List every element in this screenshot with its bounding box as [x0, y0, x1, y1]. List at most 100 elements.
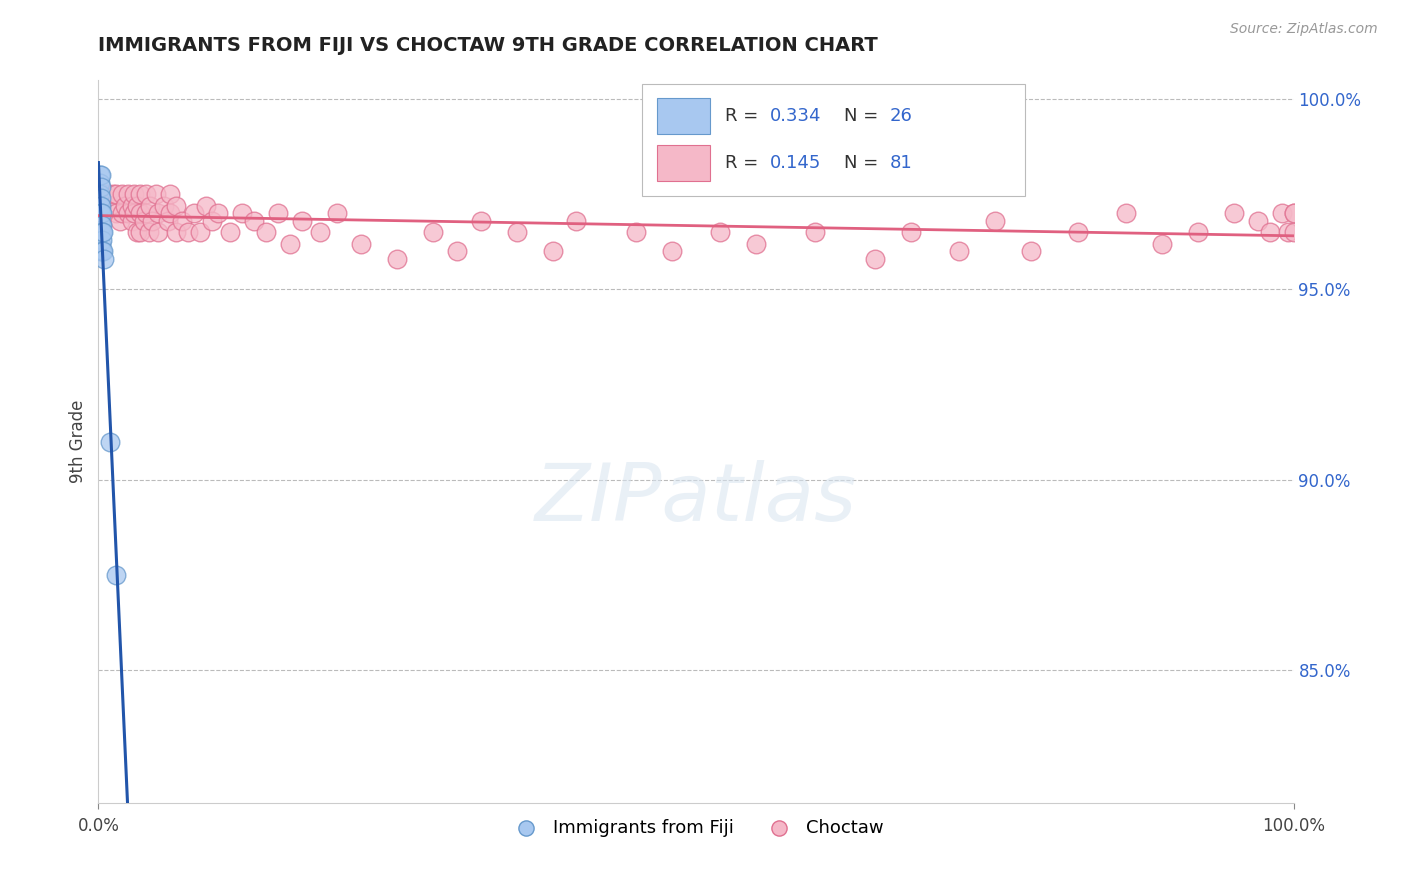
Point [1282, 226, 1305, 240]
Point [254, 226, 277, 240]
Point [101, 187, 124, 202]
Text: 0.334: 0.334 [770, 107, 821, 126]
Point [308, 226, 330, 240]
Point [138, 226, 160, 240]
Point [1282, 206, 1305, 220]
Point [1187, 226, 1209, 240]
Point [326, 206, 349, 220]
Point [470, 214, 492, 228]
Point [98, 199, 122, 213]
Point [89, 206, 111, 220]
Point [506, 226, 529, 240]
Point [111, 187, 134, 202]
Point [865, 252, 887, 266]
Point [129, 187, 152, 202]
Point [90, 169, 112, 183]
Point [661, 244, 683, 259]
Point [135, 187, 157, 202]
Point [565, 214, 588, 228]
Point [626, 226, 648, 240]
Point [1277, 226, 1299, 240]
Text: R =: R = [724, 154, 763, 172]
Point [117, 187, 139, 202]
Point [89, 187, 111, 202]
Point [90, 244, 112, 259]
Point [900, 226, 922, 240]
Point [278, 236, 301, 251]
Point [172, 214, 194, 228]
Point [385, 252, 409, 266]
Point [129, 226, 152, 240]
Point [291, 214, 314, 228]
Point [98, 434, 122, 449]
Text: Source: ZipAtlas.com: Source: ZipAtlas.com [1230, 22, 1378, 37]
Text: 26: 26 [890, 107, 912, 126]
Point [141, 214, 163, 228]
Point [165, 226, 187, 240]
FancyBboxPatch shape [657, 98, 710, 135]
Point [90, 226, 112, 240]
Point [139, 199, 162, 213]
Text: ZIPatlas: ZIPatlas [534, 460, 858, 539]
Point [91, 233, 114, 247]
Text: R =: R = [724, 107, 763, 126]
Point [125, 199, 148, 213]
Point [183, 206, 205, 220]
Legend: Immigrants from Fiji, Choctaw: Immigrants from Fiji, Choctaw [501, 812, 891, 845]
Point [90, 191, 112, 205]
Point [804, 226, 827, 240]
Point [89, 176, 111, 190]
Point [89, 214, 111, 228]
Point [188, 226, 211, 240]
Point [121, 214, 143, 228]
Point [91, 206, 114, 220]
Point [1223, 206, 1246, 220]
Point [91, 226, 114, 240]
Point [121, 199, 143, 213]
FancyBboxPatch shape [657, 145, 710, 181]
Y-axis label: 9th Grade: 9th Grade [69, 400, 87, 483]
Point [93, 252, 115, 266]
Point [1258, 226, 1281, 240]
Point [350, 236, 373, 251]
Text: 0.145: 0.145 [770, 154, 821, 172]
Point [422, 226, 444, 240]
Point [111, 206, 134, 220]
Point [90, 199, 112, 213]
Text: N =: N = [844, 154, 884, 172]
Point [90, 179, 112, 194]
Point [267, 206, 290, 220]
Point [124, 187, 146, 202]
Point [984, 214, 1007, 228]
FancyBboxPatch shape [643, 84, 1025, 196]
Point [207, 206, 229, 220]
Point [135, 206, 157, 220]
Point [159, 187, 181, 202]
Point [90, 206, 112, 220]
Point [1115, 206, 1137, 220]
Point [177, 226, 200, 240]
Point [446, 244, 468, 259]
Point [89, 169, 111, 183]
Point [91, 244, 114, 259]
Point [948, 244, 970, 259]
Point [91, 218, 114, 232]
Point [1067, 226, 1090, 240]
Point [91, 226, 114, 240]
Point [156, 214, 179, 228]
Point [159, 206, 181, 220]
Point [105, 187, 128, 202]
Point [108, 214, 131, 228]
Point [1247, 214, 1270, 228]
Point [145, 187, 167, 202]
Point [148, 226, 170, 240]
Point [125, 226, 148, 240]
Point [1152, 236, 1174, 251]
Point [541, 244, 564, 259]
Point [219, 226, 242, 240]
Point [89, 226, 111, 240]
Point [195, 199, 218, 213]
Point [129, 206, 152, 220]
Text: 81: 81 [890, 154, 912, 172]
Point [117, 206, 139, 220]
